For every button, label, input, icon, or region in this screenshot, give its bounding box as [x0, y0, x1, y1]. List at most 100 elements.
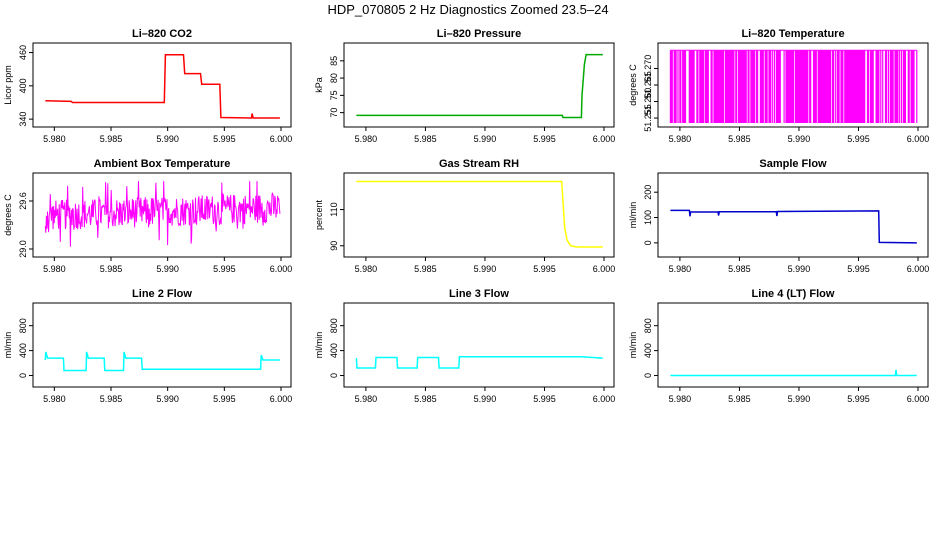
x-tick-label: 6.000 — [907, 134, 930, 144]
y-tick-label: 90 — [329, 241, 339, 251]
panel-4: Ambient Box Temperature 5.980 5.985 5.990 5.… — [3, 158, 292, 274]
series-line — [670, 209, 917, 244]
series-line — [356, 180, 603, 248]
series-line — [356, 53, 603, 119]
x-tick-label: 5.990 — [156, 394, 179, 404]
x-tick-label: 5.990 — [474, 264, 497, 274]
x-tick-label: 5.995 — [533, 134, 556, 144]
y-tick-label: 200 — [643, 185, 653, 200]
x-tick-label: 5.985 — [100, 394, 123, 404]
page-title: HDP_070805 2 Hz Diagnostics Zoomed 23.5–… — [327, 2, 609, 17]
x-tick-label: 5.995 — [847, 394, 870, 404]
x-tick-label: 5.995 — [847, 264, 870, 274]
y-tick-label: 29.6 — [18, 192, 28, 210]
panel-7: Line 2 Flow 5.980 5.985 5.990 5.995 6.000 0 400… — [3, 288, 292, 404]
y-tick-label: 110 — [329, 202, 339, 216]
y-tick-label: 400 — [329, 343, 339, 358]
y-tick-label: 51.255 — [643, 104, 653, 132]
x-tick-label: 6.000 — [907, 264, 930, 274]
panel-1: Li–820 CO2 5.980 5.985 5.990 5.995 6.000 340 40… — [3, 28, 292, 144]
y-axis-label: degrees C — [3, 194, 13, 236]
series-line — [44, 180, 281, 247]
y-tick-label: 51.260 — [643, 88, 653, 116]
y-axis-label: ml/min — [628, 202, 638, 229]
chart-title: Line 2 Flow — [132, 288, 192, 300]
x-tick-label: 5.980 — [669, 264, 692, 274]
x-tick-label: 5.985 — [100, 134, 123, 144]
x-tick-label: 5.980 — [355, 134, 378, 144]
chart-title: Line 4 (LT) Flow — [752, 288, 835, 300]
x-tick-label: 5.980 — [669, 394, 692, 404]
x-tick-label: 6.000 — [270, 134, 293, 144]
panel-8: Line 3 Flow 5.980 5.985 5.990 5.995 6.000 0 400… — [314, 288, 615, 404]
y-tick-label: 51.265 — [643, 71, 653, 99]
chart-title: Line 3 Flow — [449, 288, 509, 300]
x-tick-label: 6.000 — [593, 264, 616, 274]
panel-3: Li–820 Temperature 5.980 5.985 5.990 5.995 6.… — [628, 28, 929, 144]
y-axis-label: degrees C — [628, 64, 638, 106]
series-line — [44, 351, 280, 372]
y-tick-label: 800 — [329, 318, 339, 333]
plot-frame — [343, 302, 615, 388]
plot-frame — [32, 42, 292, 128]
y-tick-label: 460 — [18, 45, 28, 60]
plot-frame — [32, 302, 292, 388]
x-tick-label: 6.000 — [593, 134, 616, 144]
x-tick-label: 5.985 — [414, 264, 437, 274]
chart-title: Li–820 Pressure — [437, 28, 521, 40]
x-tick-label: 5.985 — [728, 134, 751, 144]
y-axis-label: ml/min — [314, 332, 324, 359]
y-tick-label: 29.0 — [18, 240, 28, 258]
chart-title: Ambient Box Temperature — [94, 158, 231, 170]
series-line — [45, 54, 280, 119]
panel-6: Sample Flow 5.980 5.985 5.990 5.995 6.000 0 100… — [628, 158, 929, 274]
y-tick-label: 800 — [18, 318, 28, 333]
chart-title: Gas Stream RH — [439, 158, 519, 170]
chart-title: Li–820 CO2 — [132, 28, 192, 40]
y-axis-label: kPa — [314, 77, 324, 93]
x-tick-label: 5.985 — [414, 134, 437, 144]
x-tick-label: 5.990 — [788, 394, 811, 404]
y-axis-label: ml/min — [628, 332, 638, 359]
y-tick-label: 85 — [329, 56, 339, 66]
x-tick-label: 5.990 — [788, 134, 811, 144]
y-tick-label: 0 — [643, 240, 653, 245]
series-line — [669, 50, 918, 123]
series-line — [670, 369, 917, 377]
x-tick-label: 5.995 — [213, 264, 236, 274]
y-axis-label: ml/min — [3, 332, 13, 359]
y-tick-label: 0 — [643, 373, 653, 378]
x-tick-label: 5.980 — [43, 394, 66, 404]
y-axis-label: percent — [314, 199, 324, 230]
x-tick-label: 5.980 — [355, 264, 378, 274]
chart-title: Li–820 Temperature — [741, 28, 844, 40]
x-tick-label: 5.995 — [213, 134, 236, 144]
x-tick-label: 5.990 — [474, 134, 497, 144]
x-tick-label: 5.990 — [156, 264, 179, 274]
x-tick-label: 6.000 — [270, 264, 293, 274]
x-tick-label: 5.980 — [355, 394, 378, 404]
x-tick-label: 5.995 — [847, 134, 870, 144]
y-tick-label: 340 — [18, 112, 28, 127]
x-tick-label: 5.980 — [43, 264, 66, 274]
panel-2: Li–820 Pressure 5.980 5.985 5.990 5.995 6.000… — [314, 28, 615, 144]
x-tick-label: 6.000 — [270, 394, 293, 404]
x-tick-label: 5.980 — [669, 134, 692, 144]
x-tick-label: 6.000 — [593, 394, 616, 404]
x-tick-label: 5.985 — [728, 394, 751, 404]
x-tick-label: 5.985 — [100, 264, 123, 274]
x-tick-label: 5.995 — [213, 394, 236, 404]
x-tick-label: 5.995 — [533, 394, 556, 404]
y-tick-label: 51.270 — [643, 55, 653, 83]
panel-9: Line 4 (LT) Flow 5.980 5.985 5.990 5.995 6.00… — [628, 288, 929, 404]
plot-frame — [657, 302, 929, 388]
x-tick-label: 6.000 — [907, 394, 930, 404]
y-tick-label: 0 — [329, 373, 339, 378]
plot-frame — [343, 42, 615, 128]
y-tick-label: 400 — [18, 343, 28, 358]
y-tick-label: 400 — [18, 78, 28, 93]
x-tick-label: 5.990 — [474, 394, 497, 404]
x-tick-label: 5.980 — [43, 134, 66, 144]
x-tick-label: 5.985 — [414, 394, 437, 404]
